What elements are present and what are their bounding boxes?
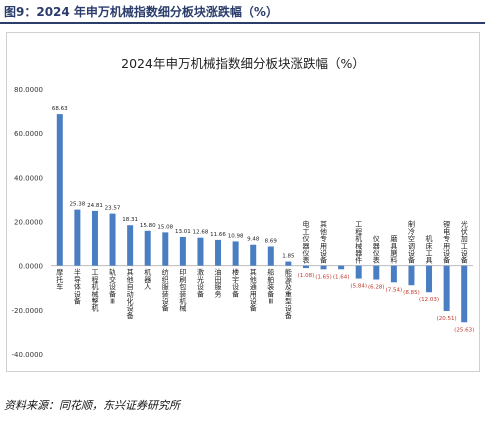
category-label: 磨具磨料	[390, 234, 397, 265]
bar	[162, 232, 169, 266]
category-label: 光伏加工设备	[461, 220, 468, 265]
data-label: 8.69	[265, 238, 278, 244]
figure-caption: 图9：2024 年申万机械指数细分板块涨跌幅（%）	[4, 5, 278, 19]
source-note: 资料来源：同花顺，东兴证券研究所	[4, 399, 180, 412]
bar	[56, 114, 63, 266]
chart-panel: 2024年申万机械指数细分板块涨跌幅（%） 80.0000 60.0000 40.0…	[6, 32, 480, 372]
category-label: 纺织服装设备	[162, 268, 169, 313]
category-label: 轨交设备 Ⅲ	[109, 268, 116, 306]
category-label: 工程机械器件	[355, 221, 362, 265]
header-rule	[0, 22, 485, 24]
bar	[215, 239, 222, 266]
data-label: (6.28)	[368, 285, 385, 291]
category-label: 机器人	[144, 268, 151, 291]
category-label: 激光设备	[197, 268, 204, 299]
category-label: 锂电专用设备	[443, 220, 450, 265]
data-label: 13.01	[175, 229, 191, 235]
category-label: 摩托车	[56, 268, 63, 291]
chart-title: 2024年申万机械指数细分板块涨跌幅（%）	[121, 56, 365, 71]
bar	[355, 265, 362, 279]
bar	[267, 246, 274, 266]
data-label: (1.65)	[315, 274, 332, 280]
data-label: 25.38	[70, 202, 86, 208]
data-label: 15.08	[157, 224, 173, 230]
data-label: (1.08)	[298, 273, 315, 279]
category-label: 其他通用设备	[250, 269, 257, 313]
y-tick-label: -40.0000	[12, 351, 43, 359]
data-label: (12.03)	[419, 297, 439, 303]
category-label: 油田服务	[215, 268, 222, 299]
bar	[109, 213, 116, 266]
data-label: 1.85	[282, 254, 295, 260]
data-label: 11.66	[210, 232, 226, 238]
y-tick-label: 60.0000	[14, 130, 43, 138]
y-tick-label: 20.0000	[14, 219, 43, 227]
category-label: 机床工具	[426, 234, 433, 265]
data-label: (1.64)	[333, 274, 350, 280]
bar	[302, 265, 309, 269]
category-label: 其他专用设备	[320, 221, 327, 265]
category-labels-group: 摩托车 半导体设备 工程机械整机 轨交设备 Ⅲ 其他自动化设备 机器人 纺织服装设备 印刷包装机…	[56, 220, 467, 320]
category-label: 半导体设备	[74, 268, 81, 306]
bar	[144, 230, 151, 266]
category-label: 楼宇设备	[232, 268, 239, 299]
bars-group	[56, 114, 468, 323]
category-label: 能源及重型设备	[285, 268, 292, 320]
bar-chart: 2024年申万机械指数细分板块涨跌幅（%） 80.0000 60.0000 40.0…	[12, 56, 475, 359]
bar	[426, 265, 433, 293]
category-label: 印刷包装机械	[179, 269, 186, 313]
category-label: 工程机械整机	[91, 269, 98, 313]
bar	[250, 244, 257, 266]
data-label: (8.85)	[403, 290, 420, 296]
data-label: 12.68	[193, 230, 209, 236]
bar	[390, 265, 397, 283]
figure-header: 图9：2024 年申万机械指数细分板块涨跌幅（%）	[0, 0, 485, 26]
bar	[232, 241, 239, 266]
bar	[408, 265, 415, 286]
axes-group: 80.0000 60.0000 40.0000 20.0000 0.0000 -20.00…	[12, 86, 473, 359]
data-label: (25.63)	[454, 327, 474, 333]
data-label: 15.80	[140, 223, 156, 229]
data-label: 9.48	[247, 237, 260, 243]
data-label: 23.57	[105, 206, 121, 212]
bar	[320, 265, 327, 270]
bar	[461, 265, 468, 323]
bar	[443, 265, 450, 311]
bar	[285, 261, 292, 266]
bar	[338, 265, 345, 270]
y-tick-label: -20.0000	[12, 307, 43, 315]
bar	[179, 236, 186, 266]
y-tick-label: 80.0000	[14, 86, 43, 94]
category-label: 制冷空调设备	[408, 220, 415, 265]
category-label: 仪器仪表	[373, 235, 380, 265]
bar	[127, 225, 134, 266]
data-label: (20.51)	[437, 316, 457, 322]
bar	[373, 265, 380, 280]
data-label: (7.54)	[386, 287, 403, 293]
y-tick-label: 40.0000	[14, 174, 43, 182]
category-label: 电工仪器仪表	[302, 220, 309, 265]
category-label: 其他自动化设备	[127, 269, 134, 320]
data-label: 24.81	[87, 203, 103, 209]
data-label: (5.84)	[350, 284, 367, 290]
data-label: 18.31	[122, 217, 138, 223]
bar	[91, 210, 98, 266]
data-label: 68.63	[52, 106, 68, 112]
bar	[74, 209, 81, 266]
y-tick-label: 0.0000	[19, 263, 44, 271]
bar	[197, 237, 204, 266]
data-label: 10.98	[228, 233, 244, 239]
category-label: 船舶装备 Ⅲ	[267, 268, 274, 306]
